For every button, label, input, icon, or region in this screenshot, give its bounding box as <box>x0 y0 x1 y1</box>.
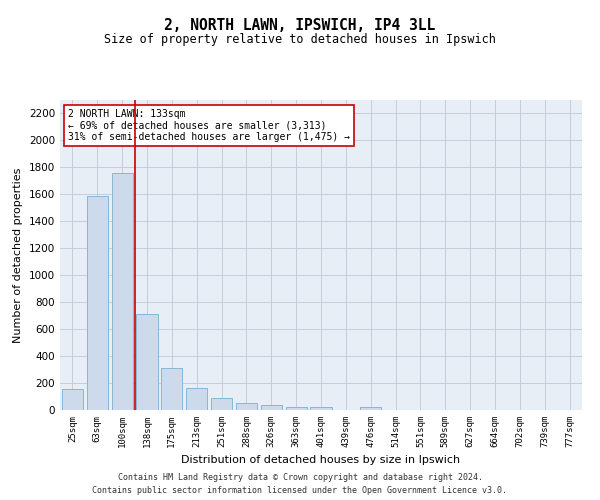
Bar <box>286 406 307 410</box>
X-axis label: Distribution of detached houses by size in Ipswich: Distribution of detached houses by size … <box>181 456 461 466</box>
Bar <box>360 408 381 410</box>
Bar <box>236 402 257 410</box>
Bar <box>87 196 108 410</box>
Text: Size of property relative to detached houses in Ipswich: Size of property relative to detached ho… <box>104 32 496 46</box>
Text: Contains HM Land Registry data © Crown copyright and database right 2024.
Contai: Contains HM Land Registry data © Crown c… <box>92 474 508 495</box>
Y-axis label: Number of detached properties: Number of detached properties <box>13 168 23 342</box>
Bar <box>211 398 232 410</box>
Text: 2 NORTH LAWN: 133sqm
← 69% of detached houses are smaller (3,313)
31% of semi-de: 2 NORTH LAWN: 133sqm ← 69% of detached h… <box>68 110 350 142</box>
Text: 2, NORTH LAWN, IPSWICH, IP4 3LL: 2, NORTH LAWN, IPSWICH, IP4 3LL <box>164 18 436 32</box>
Bar <box>161 368 182 410</box>
Bar <box>112 173 133 410</box>
Bar <box>186 388 207 410</box>
Bar <box>62 389 83 410</box>
Bar <box>136 314 158 410</box>
Bar <box>310 408 332 410</box>
Bar <box>261 406 282 410</box>
